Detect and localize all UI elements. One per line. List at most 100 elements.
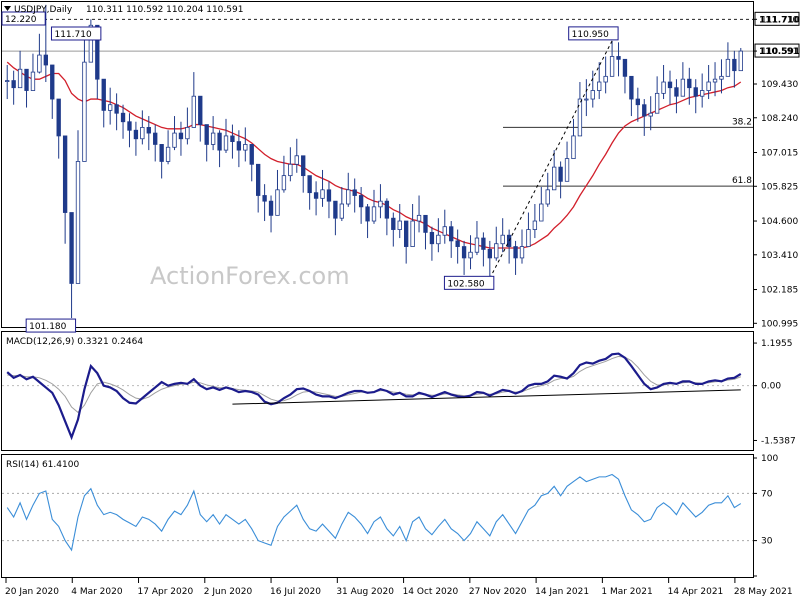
candle-body: [481, 237, 486, 250]
price-annotation-label: 101.180: [29, 322, 66, 332]
symbol-label: USDJPY,Daily: [14, 5, 73, 15]
price-annotation-box: [50, 26, 102, 41]
candle-body: [37, 54, 42, 73]
candle-body: [178, 132, 184, 140]
price-tick-label: 104.600: [761, 217, 798, 227]
candle-body: [69, 212, 74, 284]
candle-body: [539, 203, 544, 222]
candle-body: [597, 81, 602, 91]
fib-label: 61.8: [732, 176, 752, 186]
candle-body: [159, 144, 164, 162]
price-tick-label: 105.825: [761, 182, 798, 192]
date-tick-label: 1 Mar 2021: [601, 587, 652, 597]
candle-body: [725, 58, 731, 77]
candle-body: [577, 98, 583, 137]
candle-body: [172, 132, 177, 148]
candle-body: [371, 206, 377, 222]
date-tick-label: 14 Apr 2021: [668, 587, 724, 597]
candle-body: [706, 81, 711, 91]
candle-body: [384, 200, 390, 219]
macd-tick-label: 0.00: [761, 382, 781, 392]
candle-body: [217, 132, 222, 151]
rsi-line: [6, 473, 742, 552]
candle-body: [712, 78, 718, 83]
candle-body: [127, 121, 132, 131]
macd-trendline: [232, 389, 741, 405]
header-marker-icon: [4, 6, 11, 11]
candle-body: [11, 80, 16, 89]
candle-body: [262, 195, 267, 202]
candle-body: [88, 24, 94, 63]
date-tick-label: 4 Mar 2020: [71, 587, 123, 597]
date-tick-label: 17 Apr 2020: [138, 587, 194, 597]
date-tick-label: 2 Jun 2020: [204, 587, 253, 597]
candle-body: [62, 135, 68, 213]
candle-body: [256, 163, 261, 196]
candle-body: [590, 90, 595, 100]
candle-body: [654, 92, 660, 114]
candle-body: [648, 112, 653, 117]
date-tick-label: 16 Jul 2020: [270, 587, 321, 597]
price-levels: 111.710 110.591 38.2 61.8: [2, 11, 800, 187]
candle-body: [114, 104, 119, 114]
candle-body: [635, 98, 640, 106]
fib-label: 38.2: [732, 117, 752, 127]
candle-body: [95, 24, 100, 80]
rsi-panel-frame: [1, 454, 754, 578]
candle-body: [738, 50, 743, 72]
candle-body: [82, 61, 87, 162]
price-tick-label: 108.240: [761, 114, 798, 124]
candle-body: [133, 129, 139, 140]
candle-body: [313, 192, 319, 199]
candle-body: [571, 135, 576, 160]
candlesticks: [5, 4, 743, 319]
candle-body: [17, 68, 23, 89]
price-annotation-box: [443, 275, 495, 290]
candle-body: [268, 200, 274, 216]
candle-body: [468, 251, 473, 259]
candle-body: [732, 58, 737, 72]
ohlc-readout: 110.311 110.592 110.204 110.591: [86, 5, 243, 15]
candle-body: [513, 246, 518, 259]
price-annotation-box: [1, 11, 46, 26]
macd-line: [6, 352, 742, 441]
candle-body: [564, 158, 570, 182]
date-tick-label: 28 May 2021: [734, 587, 793, 597]
candle-body: [352, 189, 357, 196]
candle-body: [43, 54, 48, 66]
candle-body: [487, 249, 492, 259]
candle-body: [333, 200, 338, 219]
candle-body: [622, 58, 628, 77]
candle-body: [108, 104, 113, 111]
candle-body: [397, 220, 402, 230]
date-tick-label: 27 Nov 2020: [469, 587, 527, 597]
candle-body: [423, 214, 428, 233]
candle-body: [120, 112, 126, 123]
candle-body: [243, 144, 248, 151]
date-tick-label: 14 Oct 2020: [403, 587, 459, 597]
candle-body: [146, 127, 151, 134]
price-annotation-label: 12.220: [5, 15, 37, 25]
candle-body: [30, 71, 36, 91]
candle-body: [339, 203, 344, 219]
candle-body: [204, 124, 209, 145]
candle-body: [24, 68, 29, 91]
candle-body: [674, 87, 679, 97]
candle-body: [436, 234, 441, 245]
candle-body: [358, 195, 364, 208]
candle-body: [526, 229, 531, 247]
macd-axis: 1.1955 0.00 -1.5387: [753, 339, 796, 446]
candle-body: [75, 161, 81, 284]
candle-body: [494, 243, 499, 259]
price-tick-label: 103.410: [761, 251, 798, 261]
candle-body: [326, 189, 332, 202]
candle-body: [532, 220, 538, 230]
candle-body: [223, 135, 229, 151]
watermark: ActionForex.com: [150, 262, 350, 290]
candle-body: [165, 146, 171, 162]
candle-body: [365, 206, 370, 222]
candle-body: [210, 132, 216, 145]
candle-body: [661, 81, 666, 94]
macd-tick-label: -1.5387: [761, 436, 796, 446]
candle-body: [616, 56, 621, 60]
